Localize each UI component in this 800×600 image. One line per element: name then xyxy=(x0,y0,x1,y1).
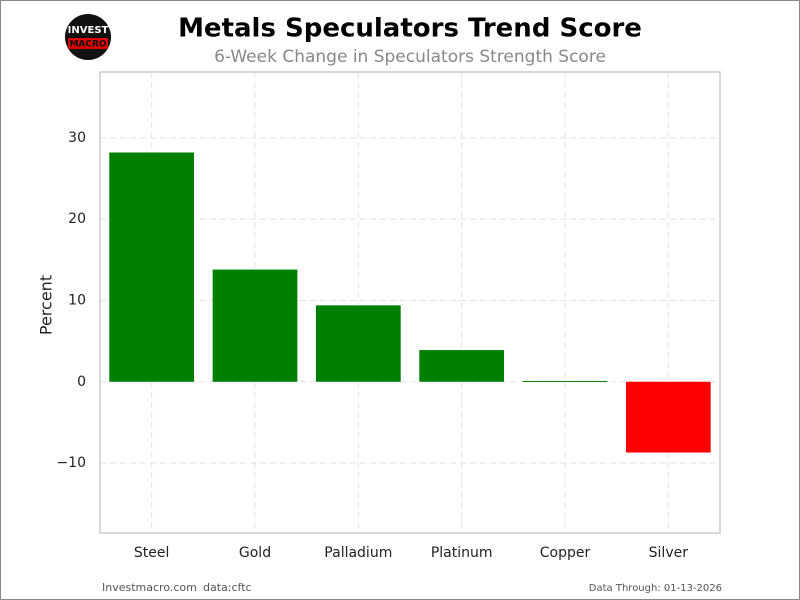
logo-text: INVEST xyxy=(68,25,109,36)
bar xyxy=(625,381,711,453)
footer-text: Investmacro.com xyxy=(102,581,197,594)
y-tick-label: 0 xyxy=(77,374,86,390)
footer-text: Data Through: 01-13-2026 xyxy=(589,583,722,594)
logo-circle xyxy=(65,14,111,60)
bar xyxy=(212,269,298,382)
x-tick-label: Gold xyxy=(239,545,271,561)
x-tick-label: Silver xyxy=(649,545,689,561)
bar xyxy=(419,350,505,382)
x-tick-label: Copper xyxy=(540,545,591,561)
logo-text: MACRO xyxy=(69,40,106,50)
plot-border xyxy=(99,71,721,534)
y-tick-label: −10 xyxy=(56,455,86,471)
y-axis-label: Percent xyxy=(37,275,56,335)
chart-title: Metals Speculators Trend Score xyxy=(178,14,642,44)
footer-text: data:cftc xyxy=(203,581,252,594)
bar xyxy=(315,305,401,382)
bar xyxy=(522,380,608,382)
x-tick-label: Steel xyxy=(134,545,170,561)
bar xyxy=(109,152,195,382)
x-tick-label: Platinum xyxy=(431,545,493,561)
logo-band xyxy=(68,38,108,49)
chart-subtitle: 6-Week Change in Speculators Strength Sc… xyxy=(214,47,606,67)
y-tick-label: 20 xyxy=(68,211,86,227)
y-tick-label: 10 xyxy=(68,292,86,308)
y-tick-label: 30 xyxy=(68,130,86,146)
x-tick-label: Palladium xyxy=(324,545,392,561)
